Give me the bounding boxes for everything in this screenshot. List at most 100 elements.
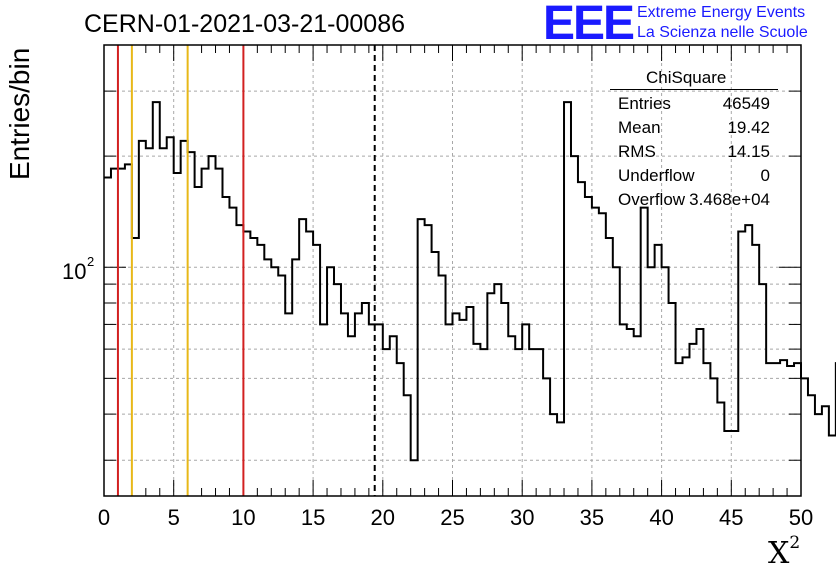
y-tick-label-base: 10 [62,259,86,284]
histogram-bin [759,284,766,496]
histogram-bin [648,267,655,496]
histogram-bin [202,169,209,496]
histogram-bin [348,336,355,496]
x-axis-label: X2 [768,533,801,571]
histogram-bin [655,245,662,496]
histogram-bin [188,152,195,496]
stats-key: Entries [618,94,671,113]
histogram-bin [508,336,515,496]
histogram-bin [683,357,690,496]
histogram-bin [132,238,139,496]
histogram-bin [676,363,683,496]
histogram-bin [662,267,669,496]
histogram-bin [780,360,787,496]
stats-value: 14.15 [727,142,770,161]
stats-divider [610,89,778,90]
histogram-bin [439,275,446,496]
histogram-bin [271,267,278,496]
histogram-bin [285,313,292,496]
x-tick-label: 40 [649,505,673,530]
histogram-bin [181,141,188,496]
histogram-bin [229,208,236,496]
histogram-bin [487,293,494,496]
histogram-bin [745,225,752,496]
histogram-bin [383,349,390,496]
histogram-bin [752,245,759,496]
histogram-bin [766,363,773,496]
histogram-bin [362,303,369,496]
histogram-bin [522,324,529,496]
histogram-bin [738,231,745,496]
histogram-bin [160,148,167,496]
histogram-bin [689,344,696,496]
histogram-bin [557,422,564,496]
x-axis-label-sup: 2 [789,533,801,553]
stats-key: Underflow [618,166,695,185]
histogram-bin [453,313,460,496]
histogram-bin [139,141,146,496]
x-tick-label: 10 [231,505,255,530]
stats-box: ChiSquare Entries 46549 Mean 19.42 RMS 14.1… [610,62,780,214]
stats-title: ChiSquare [646,68,727,87]
histogram-bin [592,208,599,496]
histogram-bin [397,363,404,496]
histogram-bin [376,324,383,496]
histogram-bin [236,225,243,496]
stats-value: 0 [760,166,770,185]
histogram-bin [599,213,606,496]
histogram-bin [808,395,815,496]
histogram-bin [146,148,153,496]
x-tick-label: 5 [168,505,180,530]
histogram-bin [634,336,641,496]
x-tick-label: 15 [301,505,325,530]
histogram-bin [606,238,613,496]
histogram-bin [815,414,822,496]
stats-value: 46549 [722,94,770,113]
histogram-bin [299,219,306,496]
histogram-bin [327,267,334,496]
histogram-bin [585,197,592,496]
histogram-bin [536,349,543,496]
histogram-bin [167,137,174,496]
histogram-bin [620,324,627,496]
stats-key: Overflow [618,190,686,209]
histogram-bin [104,178,111,496]
logo-line-2: La Scienza nelle Scuole [637,24,808,41]
histogram-bin [794,363,801,496]
histogram-bin [257,245,264,496]
stats-value: 3.468e+04 [689,190,770,209]
histogram-bins [104,101,836,462]
stats-key: Mean [618,118,661,137]
histogram-bin [724,431,731,496]
histogram-bin [195,187,202,496]
histogram-bin [515,349,522,496]
histogram-bin [543,378,550,496]
histogram-bin [320,324,327,496]
histogram-bin [501,303,508,496]
histogram-bin [425,225,432,496]
histogram-bin [222,197,229,496]
histogram-bin [710,378,717,496]
histogram-bin [278,275,285,496]
histogram-bin [411,460,418,496]
x-tick-label: 25 [440,505,464,530]
histogram-bin [390,336,397,496]
histogram-bin [459,320,466,496]
histogram-bin [174,173,181,496]
histogram-bin [418,219,425,496]
histogram-bin [787,366,794,496]
histogram-bin [216,169,223,496]
histogram-bin [250,238,257,496]
x-tick-label: 20 [371,505,395,530]
histogram-bin [118,169,125,496]
x-tick-label: 50 [789,505,813,530]
histogram-bin [773,363,780,496]
histogram-bin [480,349,487,496]
histogram-bin [696,329,703,496]
histogram-bin [292,259,299,496]
histogram-bin [243,231,250,496]
eee-logo-text: Extreme Energy Events La Scienza nelle S… [637,3,808,43]
histogram-bin [564,102,571,496]
histogram-bin [641,208,648,496]
x-tick-label: 35 [580,505,604,530]
